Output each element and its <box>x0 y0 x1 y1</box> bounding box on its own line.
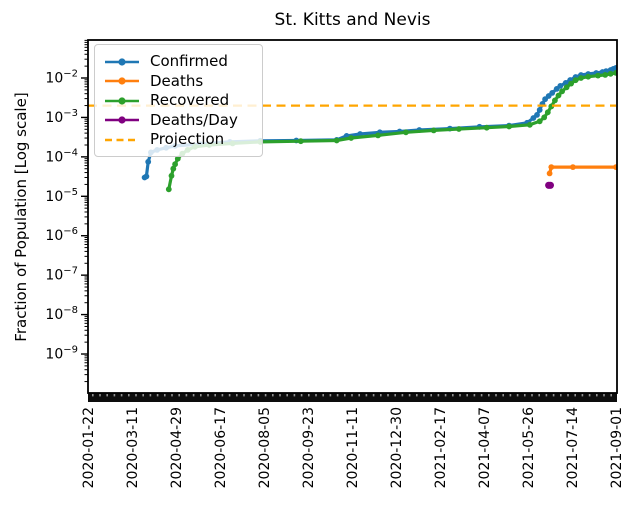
x-tick-label: 2020-04-29 <box>169 407 185 488</box>
legend-item-confirmed: Confirmed <box>104 52 254 72</box>
y-tick-label: 10−6 <box>45 226 78 244</box>
legend: Confirmed Deaths Recovered Deaths/Day <box>94 44 263 157</box>
y-tick-labels: 10−2 10−3 10−4 10−5 10−6 10−7 10−8 10−9 <box>45 69 78 363</box>
y-tick-label: 10−5 <box>45 187 78 205</box>
legend-label-confirmed: Confirmed <box>150 52 228 71</box>
x-tick-label: 2020-06-17 <box>213 407 229 488</box>
y-tick-label: 10−9 <box>45 345 78 363</box>
y-tick-label: 10−4 <box>45 147 78 165</box>
confirmed-line-icon <box>105 58 139 66</box>
x-tick-label: 2021-07-14 <box>565 407 581 488</box>
x-tick-label: 2020-12-30 <box>389 407 405 488</box>
x-tick-label: 2020-08-05 <box>257 407 273 488</box>
legend-label-projection: Projection <box>150 130 225 149</box>
plot-border <box>87 39 618 394</box>
x-tick-label: 2021-09-01 <box>609 407 625 488</box>
recovered-line-icon <box>105 97 139 105</box>
y-tick-label: 10−7 <box>45 266 78 284</box>
x-tick-label: 2020-01-22 <box>81 407 97 488</box>
x-tick-label: 2020-03-11 <box>125 407 141 488</box>
projection-line-icon <box>105 138 139 142</box>
legend-item-recovered: Recovered <box>104 91 254 111</box>
y-tick-label: 10−2 <box>45 69 78 87</box>
x-tick-label: 2020-11-11 <box>345 407 361 488</box>
series-deaths-day <box>545 181 555 189</box>
legend-label-deaths: Deaths <box>150 71 204 90</box>
y-axis <box>81 39 88 383</box>
series-recovered <box>165 70 617 193</box>
x-axis-tick-band <box>88 393 617 402</box>
y-tick-label: 10−3 <box>45 108 78 126</box>
x-tick-label: 2021-04-07 <box>477 407 493 488</box>
deaths-per-day-line-icon <box>105 116 139 124</box>
x-tick-label: 2020-09-23 <box>301 407 317 488</box>
legend-item-deaths: Deaths <box>104 72 254 92</box>
x-tick-labels: 2020-01-22 2020-03-11 2020-04-29 2020-06-17… <box>81 407 625 488</box>
y-tick-label: 10−8 <box>45 305 78 323</box>
legend-item-deaths-per-day: Deaths/Day <box>104 111 254 131</box>
chart-title: St. Kitts and Nevis <box>274 10 431 30</box>
series-deaths <box>546 164 617 177</box>
x-tick-label: 2021-02-17 <box>433 407 449 488</box>
legend-label-recovered: Recovered <box>150 91 230 110</box>
legend-item-projection: Projection <box>104 130 254 150</box>
deaths-line-icon <box>105 77 139 85</box>
x-tick-label: 2021-05-26 <box>521 407 537 488</box>
legend-label-deaths-per-day: Deaths/Day <box>150 110 238 129</box>
